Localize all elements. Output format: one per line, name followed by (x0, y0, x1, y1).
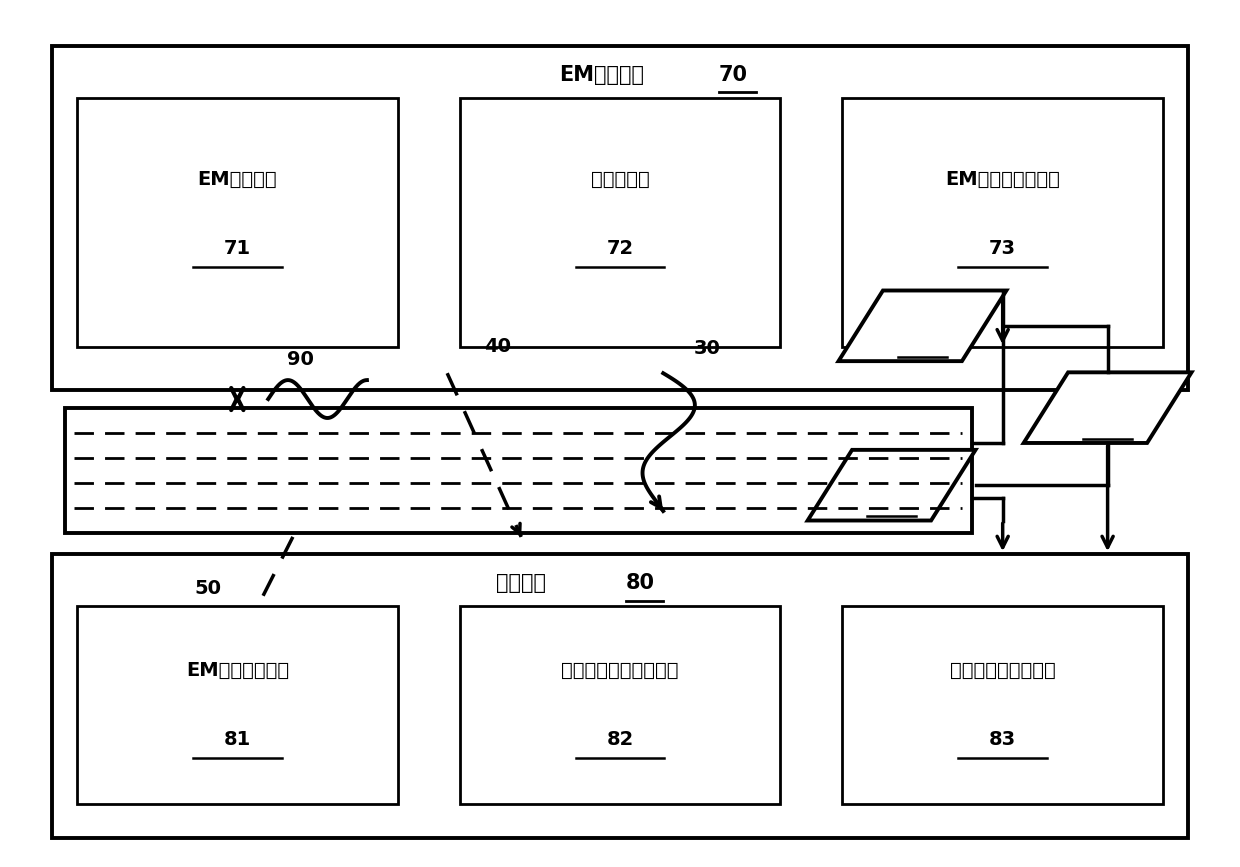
Text: 成像单元: 成像单元 (496, 573, 547, 593)
Bar (460, 97, 780, 348)
Text: 内窥镜图像追踪装置: 内窥镜图像追踪装置 (950, 661, 1055, 680)
Text: EM场生成器: EM场生成器 (197, 170, 277, 189)
Bar (52, 46, 1188, 390)
Bar (842, 606, 1163, 804)
Text: 42: 42 (909, 329, 936, 349)
Text: EM追踪单元: EM追踪单元 (559, 65, 644, 85)
Text: 90: 90 (286, 350, 314, 368)
Text: 72: 72 (606, 238, 634, 257)
Text: 71: 71 (223, 238, 250, 257)
Polygon shape (838, 290, 1007, 362)
Text: 内窥镜照相机校准装置: 内窥镜照相机校准装置 (562, 661, 678, 680)
Bar (77, 606, 398, 804)
Text: 82: 82 (606, 730, 634, 749)
Text: 83: 83 (990, 730, 1017, 749)
Bar (52, 554, 1188, 838)
Text: 80: 80 (626, 573, 655, 593)
Text: 30: 30 (694, 339, 720, 358)
Bar (460, 606, 780, 804)
Text: 40: 40 (484, 337, 511, 356)
Text: 参考追踪器: 参考追踪器 (590, 170, 650, 189)
Text: 70: 70 (719, 65, 748, 85)
Bar (64, 407, 972, 532)
Text: 50: 50 (195, 579, 221, 598)
Polygon shape (807, 450, 976, 520)
Bar (77, 97, 398, 348)
Text: 52: 52 (878, 489, 905, 507)
Text: EMS: EMS (899, 306, 946, 325)
Text: EM传感器追踪装置: EM传感器追踪装置 (945, 170, 1060, 189)
Text: EVF: EVF (870, 466, 913, 485)
Text: 73: 73 (990, 238, 1016, 257)
Text: EMT: EMT (1085, 388, 1131, 407)
Text: 74: 74 (1094, 411, 1121, 430)
Text: EM参考配准装置: EM参考配准装置 (186, 661, 289, 680)
Bar (842, 97, 1163, 348)
Polygon shape (1024, 372, 1192, 443)
Text: 81: 81 (223, 730, 250, 749)
